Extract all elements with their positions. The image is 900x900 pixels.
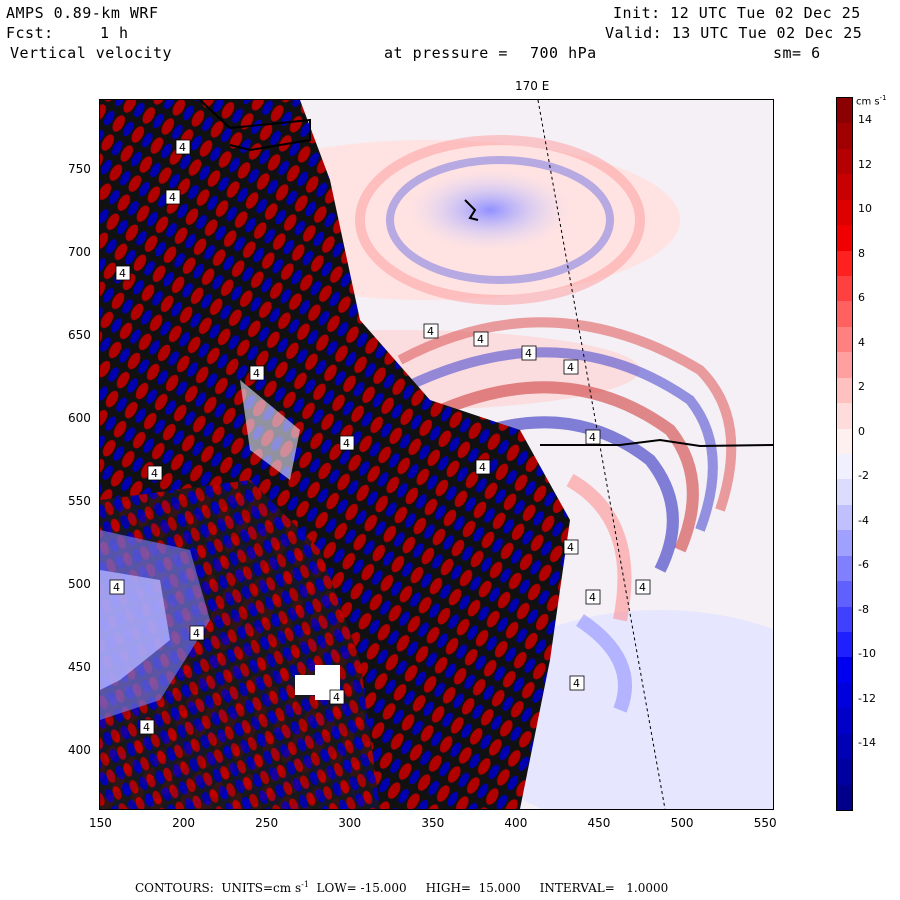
colorbar-label: -10 <box>858 647 876 661</box>
x-tick-label: 450 <box>587 816 611 830</box>
y-tick-label: 700 <box>68 244 91 259</box>
longitude-label: 170 E <box>515 79 550 93</box>
init-time: Init: 12 UTC Tue 02 Dec 25 <box>613 4 861 22</box>
contour-label: 4 <box>477 333 484 346</box>
colorbar-segment <box>837 301 852 328</box>
colorbar-segment <box>837 632 852 658</box>
contour-label: 4 <box>193 627 200 640</box>
y-tick-label: 450 <box>68 659 91 674</box>
valid-time: Valid: 13 UTC Tue 02 Dec 25 <box>605 24 863 42</box>
contour-label-group: 4 4 4 4 4 4 4 4 4 4 4 4 4 4 4 4 4 4 4 4 <box>113 141 646 734</box>
colorbar-segment <box>837 174 852 201</box>
colorbar-segment <box>837 733 852 760</box>
colorbar-segment <box>837 454 852 480</box>
forecast-label: Fcst: <box>6 24 54 42</box>
colorbar-segment <box>837 352 852 379</box>
contour-label: 4 <box>589 431 596 444</box>
colorbar-label: -6 <box>858 558 869 572</box>
x-tick-label: 400 <box>504 816 528 830</box>
contour-label: 4 <box>119 267 126 280</box>
contour-label: 4 <box>525 347 532 360</box>
colorbar-segment <box>837 784 852 811</box>
colorbar-segment <box>837 530 852 557</box>
contour-label: 4 <box>479 461 486 474</box>
contour-label: 4 <box>151 467 158 480</box>
contour-label: 4 <box>169 191 176 204</box>
colorbar-label: 4 <box>858 335 865 349</box>
contour-label: 4 <box>567 541 574 554</box>
contour-label: 4 <box>343 437 350 450</box>
colorbar-segment <box>837 225 852 252</box>
colorbar-segment <box>837 479 852 506</box>
colorbar-segment <box>837 250 852 277</box>
colorbar-label: 0 <box>858 424 865 438</box>
contour-label: 4 <box>333 691 340 704</box>
contour-info: CONTOURS: UNITS=cm s-1 LOW= -15.000 HIGH… <box>135 880 669 895</box>
colorbar-segment <box>837 123 852 150</box>
y-tick-label: 500 <box>68 576 91 591</box>
colorbar-label: -2 <box>858 469 869 483</box>
colorbar-label: -4 <box>858 513 869 527</box>
x-tick-label: 500 <box>670 816 694 830</box>
smoothing-label: sm= 6 <box>773 44 821 62</box>
colorbar-segment <box>837 708 852 735</box>
colorbar-units: cm s-1 <box>856 94 887 108</box>
colorbar-segment <box>837 403 852 430</box>
colorbar-segment <box>837 759 852 786</box>
y-tick-label: 550 <box>68 493 91 508</box>
colorbar-label: -14 <box>858 736 876 750</box>
colorbar-segment <box>837 682 852 709</box>
colorbar-label: 14 <box>858 113 872 127</box>
contour-label: 4 <box>113 581 120 594</box>
colorbar-segment <box>837 581 852 608</box>
colorbar-label: -12 <box>858 691 876 705</box>
forecast-value: 1 h <box>100 24 129 42</box>
colorbar <box>836 97 853 811</box>
colorbar-segment <box>837 504 852 531</box>
colorbar-segment <box>837 377 852 404</box>
x-tick-label: 200 <box>172 816 195 830</box>
field-name: Vertical velocity <box>10 44 173 62</box>
y-tick-label: 600 <box>68 410 91 425</box>
contour-label: 4 <box>179 141 186 154</box>
contour-label: 4 <box>589 591 596 604</box>
y-tick-label: 750 <box>68 161 91 176</box>
x-tick-label: 250 <box>255 816 279 830</box>
colorbar-label: 10 <box>858 202 872 216</box>
map-plot: 4 4 4 4 4 4 4 4 4 4 4 4 4 4 4 4 4 4 4 4 <box>99 99 774 810</box>
colorbar-label: 2 <box>858 380 865 394</box>
x-tick-label: 350 <box>421 816 445 830</box>
contour-label: 4 <box>143 721 150 734</box>
contour-label: 4 <box>639 581 646 594</box>
model-title: AMPS 0.89-km WRF <box>6 4 159 22</box>
colorbar-segment <box>837 276 852 302</box>
colorbar-label: 12 <box>858 157 872 171</box>
colorbar-label: 6 <box>858 291 865 305</box>
contour-label: 4 <box>427 325 434 338</box>
colorbar-label: 8 <box>858 246 865 260</box>
vertical-velocity-field: 4 4 4 4 4 4 4 4 4 4 4 4 4 4 4 4 4 4 4 4 <box>100 100 773 809</box>
colorbar-segment <box>837 326 852 353</box>
x-tick-label: 300 <box>338 816 362 830</box>
colorbar-segment <box>837 428 852 455</box>
pressure-value: 700 hPa <box>530 44 597 62</box>
x-tick-label: 550 <box>753 816 777 830</box>
colorbar-segment <box>837 148 852 175</box>
colorbar-segment <box>837 199 852 226</box>
x-tick-label: 150 <box>89 816 112 830</box>
colorbar-segment <box>837 555 852 582</box>
y-tick-label: 400 <box>68 742 91 757</box>
colorbar-segment <box>837 657 852 684</box>
contour-label: 4 <box>567 361 574 374</box>
colorbar-segment <box>837 606 852 633</box>
y-tick-label: 650 <box>68 327 91 342</box>
colorbar-label: -8 <box>858 602 869 616</box>
contour-label: 4 <box>573 677 580 690</box>
colorbar-segment <box>837 98 852 124</box>
contour-label: 4 <box>253 367 260 380</box>
pressure-label: at pressure = <box>384 44 508 62</box>
